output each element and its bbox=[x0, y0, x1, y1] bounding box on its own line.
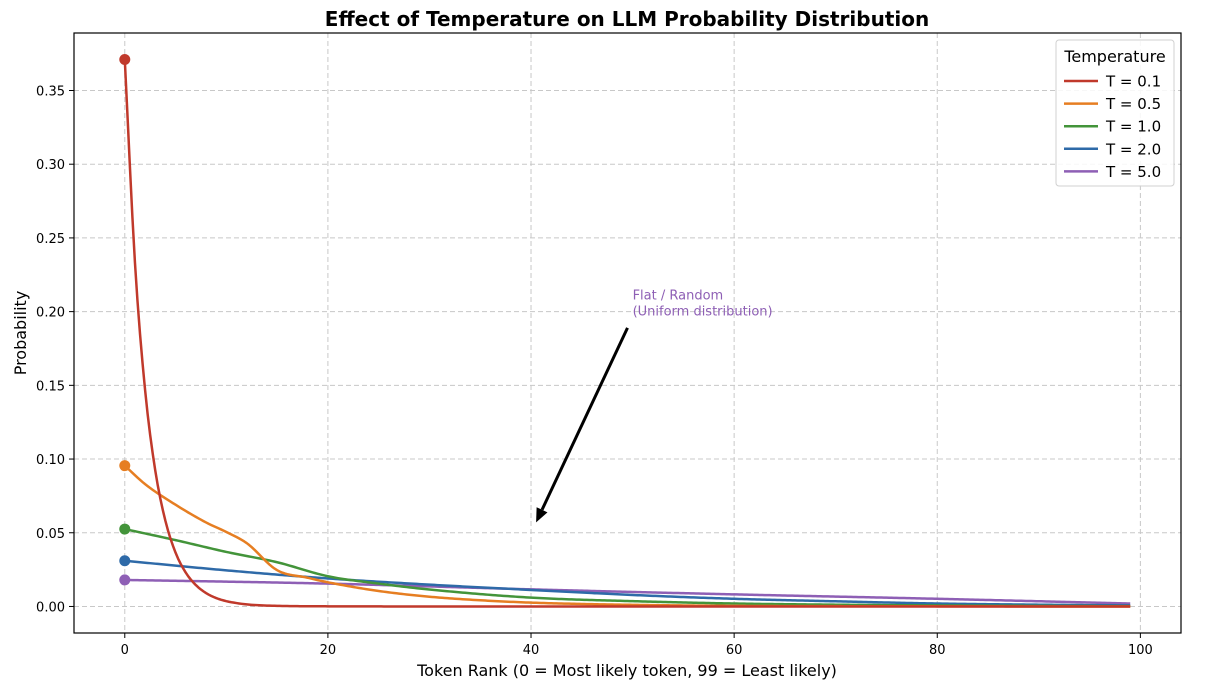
x-tick-label: 0 bbox=[121, 643, 129, 658]
series-layer bbox=[119, 54, 1131, 608]
axes-frame bbox=[73, 32, 1182, 634]
y-tick-label: 0.05 bbox=[36, 527, 65, 542]
x-tick-label: 60 bbox=[726, 643, 743, 658]
legend-item: T = 5.0 bbox=[1064, 163, 1161, 181]
x-tick-label: 100 bbox=[1128, 643, 1153, 658]
annotation-arrow-head bbox=[536, 507, 548, 523]
series-line-0-1 bbox=[123, 59, 1131, 608]
legend-item: T = 0.1 bbox=[1064, 73, 1161, 91]
y-tick-label: 0.15 bbox=[36, 379, 65, 394]
annotation-arrow-shaft bbox=[540, 327, 629, 511]
legend-item: T = 1.0 bbox=[1064, 118, 1161, 136]
annotation-text: (Uniform distribution) bbox=[633, 305, 773, 320]
x-axis-label: Token Rank (0 = Most likely token, 99 = … bbox=[416, 661, 837, 680]
ticks: 0 20 40 60 80 100 0.00 0.05 0.10 0.15 0.20 0.25 0.30… bbox=[36, 84, 1153, 658]
x-tick-label: 80 bbox=[929, 643, 946, 658]
legend-label: T = 0.5 bbox=[1105, 95, 1161, 113]
y-axis-label: Probability bbox=[11, 291, 30, 376]
x-tick-label: 40 bbox=[523, 643, 540, 658]
legend-item: T = 2.0 bbox=[1064, 140, 1161, 158]
legend-label: T = 1.0 bbox=[1105, 118, 1161, 136]
series-marker-0-5 bbox=[119, 460, 131, 472]
y-tick-label: 0.00 bbox=[36, 600, 65, 615]
annotation-text: Flat / Random bbox=[633, 289, 724, 304]
series-marker-1-0 bbox=[119, 523, 131, 535]
x-tick-label: 20 bbox=[320, 643, 337, 658]
legend-label: T = 2.0 bbox=[1105, 140, 1161, 158]
series-marker-0-1 bbox=[119, 54, 131, 66]
y-tick-label: 0.10 bbox=[36, 453, 65, 468]
legend-label: T = 5.0 bbox=[1105, 163, 1161, 181]
y-tick-label: 0.20 bbox=[36, 306, 65, 321]
legend-label: T = 0.1 bbox=[1105, 73, 1161, 91]
y-tick-label: 0.35 bbox=[36, 84, 65, 99]
series-marker-2-0 bbox=[119, 555, 131, 567]
series-line-5-0 bbox=[124, 578, 1131, 605]
legend-title: Temperature bbox=[1063, 47, 1165, 66]
y-tick-label: 0.25 bbox=[36, 232, 65, 247]
legend-item: T = 0.5 bbox=[1064, 95, 1161, 113]
legend: Temperature T = 0.1 T = 0.5 T = 1.0 T = 2.0 T… bbox=[1055, 39, 1175, 187]
annotation-layer: Flat / Random(Uniform distribution) bbox=[536, 289, 773, 523]
series-marker-5-0 bbox=[119, 574, 131, 586]
y-tick-label: 0.30 bbox=[36, 158, 65, 173]
chart-title: Effect of Temperature on LLM Probability… bbox=[325, 7, 929, 31]
